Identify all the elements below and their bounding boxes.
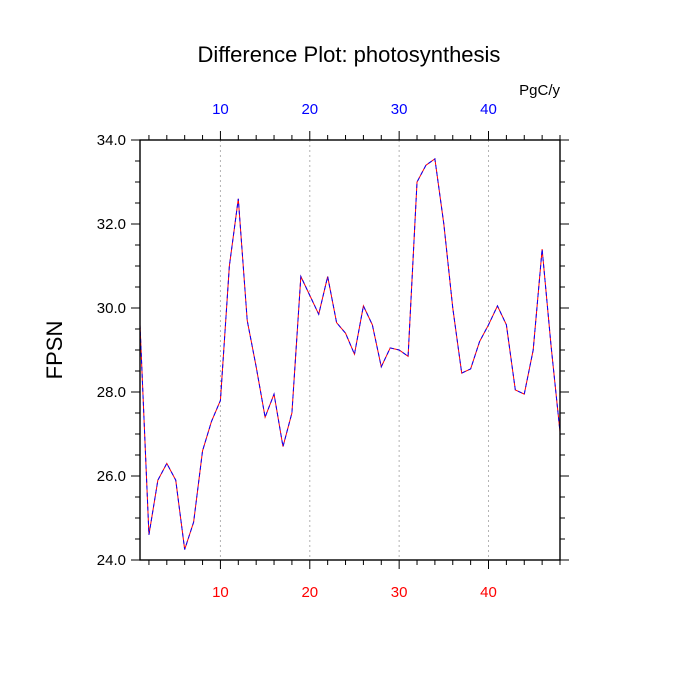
x-tick-label-bottom: 30 bbox=[391, 584, 408, 601]
data-point-27 bbox=[380, 366, 382, 368]
x-tick-label-top: 20 bbox=[301, 101, 318, 118]
data-point-7 bbox=[201, 450, 203, 452]
data-point-14 bbox=[264, 416, 266, 418]
data-point-21 bbox=[326, 275, 328, 277]
data-point-12 bbox=[246, 319, 248, 321]
data-point-28 bbox=[389, 347, 391, 349]
series-layer bbox=[139, 158, 561, 550]
data-point-15 bbox=[273, 393, 275, 395]
data-point-4 bbox=[175, 479, 177, 481]
top-axis-unit: PgC/y bbox=[519, 82, 560, 99]
data-point-2 bbox=[157, 479, 159, 481]
data-point-13 bbox=[255, 366, 257, 368]
data-point-41 bbox=[505, 324, 507, 326]
data-point-33 bbox=[434, 158, 436, 160]
y-tick-label: 30.0 bbox=[97, 300, 126, 317]
data-point-32 bbox=[425, 164, 427, 166]
y-tick-label: 34.0 bbox=[97, 132, 126, 149]
series-line-blue bbox=[139, 158, 561, 550]
y-axis-label: FPSN bbox=[42, 321, 67, 380]
data-point-30 bbox=[407, 355, 409, 357]
data-point-36 bbox=[461, 372, 463, 374]
data-point-37 bbox=[469, 368, 471, 370]
data-point-6 bbox=[192, 521, 194, 523]
data-point-16 bbox=[282, 445, 284, 447]
data-point-19 bbox=[309, 294, 311, 296]
data-point-40 bbox=[496, 305, 498, 307]
data-point-17 bbox=[291, 412, 293, 414]
data-point-38 bbox=[478, 340, 480, 342]
grid-layer bbox=[219, 140, 490, 560]
y-tick-label: 28.0 bbox=[97, 384, 126, 401]
data-point-44 bbox=[532, 349, 534, 351]
data-point-45 bbox=[541, 248, 543, 250]
data-point-3 bbox=[166, 462, 168, 464]
axis-layer bbox=[131, 131, 569, 569]
data-point-22 bbox=[335, 322, 337, 324]
series-line-red bbox=[139, 158, 561, 550]
data-point-1 bbox=[148, 534, 150, 536]
data-point-11 bbox=[237, 198, 239, 200]
plot-frame bbox=[139, 139, 561, 561]
data-point-29 bbox=[398, 349, 400, 351]
data-point-25 bbox=[362, 305, 364, 307]
x-tick-label-bottom: 10 bbox=[212, 584, 229, 601]
data-point-34 bbox=[443, 223, 445, 225]
y-tick-label: 24.0 bbox=[97, 552, 126, 569]
data-point-24 bbox=[353, 353, 355, 355]
data-point-31 bbox=[416, 181, 418, 183]
label-layer: 24.0 26.0 28.0 30.0 32.0 34.0 10 20 30 40 10 20 30 40 bbox=[97, 101, 497, 601]
x-tick-label-top: 10 bbox=[212, 101, 229, 118]
data-point-46 bbox=[550, 345, 552, 347]
data-point-20 bbox=[318, 313, 320, 315]
data-point-10 bbox=[228, 265, 230, 267]
data-point-18 bbox=[300, 275, 302, 277]
x-tick-label-top: 40 bbox=[480, 101, 497, 118]
data-point-39 bbox=[487, 324, 489, 326]
y-tick-label: 32.0 bbox=[97, 216, 126, 233]
x-tick-label-bottom: 40 bbox=[480, 584, 497, 601]
chart-title: Difference Plot: photosynthesis bbox=[198, 42, 501, 67]
data-point-8 bbox=[210, 420, 212, 422]
data-point-35 bbox=[452, 307, 454, 309]
data-point-5 bbox=[183, 548, 185, 550]
data-point-9 bbox=[219, 399, 221, 401]
y-tick-label: 26.0 bbox=[97, 468, 126, 485]
data-point-23 bbox=[344, 332, 346, 334]
data-point-26 bbox=[371, 324, 373, 326]
x-tick-label-bottom: 20 bbox=[301, 584, 318, 601]
x-tick-label-top: 30 bbox=[391, 101, 408, 118]
data-point-42 bbox=[514, 389, 516, 391]
data-point-43 bbox=[523, 393, 525, 395]
